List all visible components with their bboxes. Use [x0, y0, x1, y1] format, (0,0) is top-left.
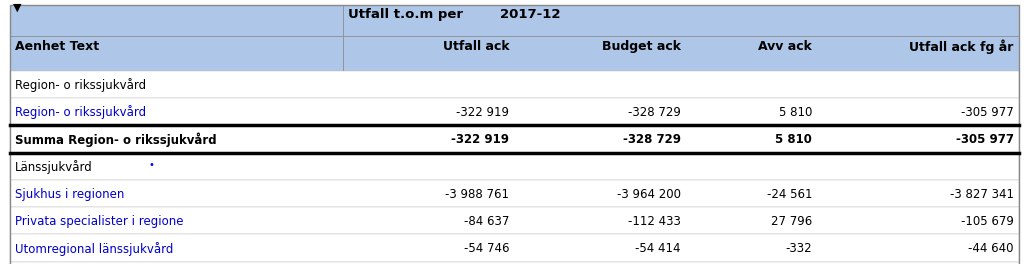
- Text: 5 810: 5 810: [775, 133, 812, 146]
- Text: Sjukhus i regionen: Sjukhus i regionen: [15, 187, 125, 200]
- FancyBboxPatch shape: [10, 262, 1019, 264]
- Text: Region- o rikssjukvård: Region- o rikssjukvård: [15, 106, 146, 120]
- Text: -3 988 761: -3 988 761: [445, 187, 510, 200]
- Text: 5 810: 5 810: [778, 106, 812, 119]
- Text: Region- o rikssjukvård: Region- o rikssjukvård: [15, 78, 146, 92]
- Text: -112 433: -112 433: [628, 215, 681, 228]
- Text: -322 919: -322 919: [452, 133, 510, 146]
- FancyBboxPatch shape: [10, 153, 1019, 180]
- Text: Länssjukvård: Länssjukvård: [15, 160, 93, 174]
- Text: Aenhet Text: Aenhet Text: [15, 40, 99, 53]
- Text: -332: -332: [785, 242, 812, 255]
- Text: Summa Region- o rikssjukvård: Summa Region- o rikssjukvård: [15, 133, 217, 147]
- Text: -24 561: -24 561: [767, 187, 812, 200]
- FancyBboxPatch shape: [10, 5, 343, 36]
- Text: -3 827 341: -3 827 341: [950, 187, 1014, 200]
- Text: Utfall ack fg år: Utfall ack fg år: [909, 40, 1014, 54]
- Text: -44 640: -44 640: [969, 242, 1014, 255]
- FancyBboxPatch shape: [10, 207, 1019, 234]
- FancyBboxPatch shape: [10, 180, 1019, 207]
- Text: -322 919: -322 919: [457, 106, 510, 119]
- Text: Avv ack: Avv ack: [758, 40, 812, 53]
- FancyBboxPatch shape: [10, 125, 1019, 153]
- Text: Utomregional länssjukvård: Utomregional länssjukvård: [15, 242, 174, 256]
- FancyBboxPatch shape: [10, 234, 1019, 262]
- Text: Utfall t.o.m per        2017-12: Utfall t.o.m per 2017-12: [348, 8, 561, 21]
- FancyBboxPatch shape: [10, 36, 343, 70]
- Text: -54 414: -54 414: [636, 242, 681, 255]
- Text: -305 977: -305 977: [955, 133, 1014, 146]
- Text: •: •: [148, 160, 155, 170]
- FancyBboxPatch shape: [343, 5, 1019, 36]
- Text: 27 796: 27 796: [771, 215, 812, 228]
- FancyBboxPatch shape: [10, 98, 1019, 125]
- FancyBboxPatch shape: [343, 36, 1019, 70]
- Text: -54 746: -54 746: [464, 242, 510, 255]
- Text: Privata specialister i regione: Privata specialister i regione: [15, 215, 184, 228]
- Text: -3 964 200: -3 964 200: [616, 187, 681, 200]
- Text: ▼: ▼: [13, 3, 22, 13]
- Text: Utfall ack: Utfall ack: [442, 40, 510, 53]
- Text: -305 977: -305 977: [961, 106, 1014, 119]
- Text: Budget ack: Budget ack: [602, 40, 681, 53]
- FancyBboxPatch shape: [10, 70, 1019, 98]
- Text: -328 729: -328 729: [628, 106, 681, 119]
- Text: -105 679: -105 679: [961, 215, 1014, 228]
- Text: -328 729: -328 729: [623, 133, 681, 146]
- Text: -84 637: -84 637: [464, 215, 510, 228]
